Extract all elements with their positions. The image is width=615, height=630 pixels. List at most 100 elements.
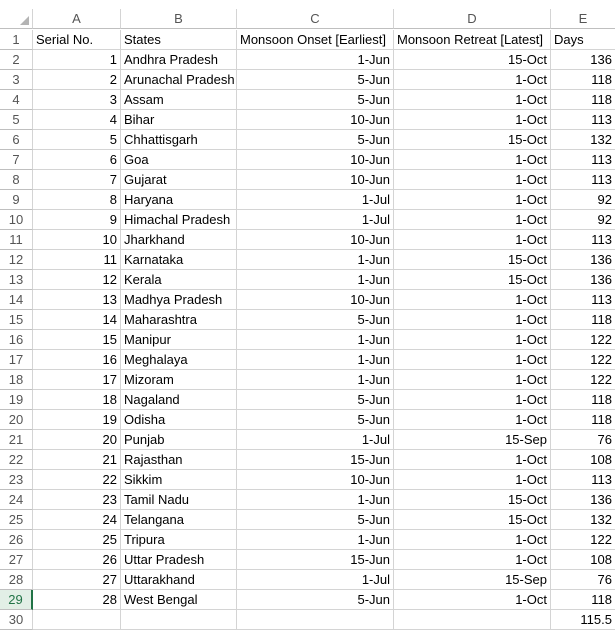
retreat-cell[interactable]: 1-Oct [394,370,551,390]
onset-cell[interactable]: 1-Jun [237,370,394,390]
column-header-a[interactable]: A [33,9,121,29]
onset-cell[interactable]: 1-Jun [237,250,394,270]
onset-cell[interactable]: 1-Jun [237,530,394,550]
onset-cell[interactable]: 10-Jun [237,170,394,190]
state-cell[interactable]: Kerala [121,270,237,290]
state-cell[interactable]: Andhra Pradesh [121,50,237,70]
state-cell[interactable]: Punjab [121,430,237,450]
onset-cell[interactable]: 1-Jun [237,330,394,350]
state-cell[interactable]: Odisha [121,410,237,430]
serial-no-cell[interactable]: 2 [33,70,121,90]
row-header[interactable]: 26 [0,530,33,550]
onset-cell[interactable]: 5-Jun [237,130,394,150]
state-cell[interactable]: Telangana [121,510,237,530]
retreat-cell[interactable]: 1-Oct [394,190,551,210]
onset-cell[interactable]: 1-Jun [237,490,394,510]
state-cell[interactable]: Gujarat [121,170,237,190]
days-cell[interactable]: 136 [551,270,615,290]
row-header[interactable]: 8 [0,170,33,190]
retreat-cell[interactable]: 1-Oct [394,310,551,330]
state-cell[interactable]: Karnataka [121,250,237,270]
row-header[interactable]: 29 [0,590,33,610]
retreat-cell[interactable]: 1-Oct [394,70,551,90]
state-cell[interactable]: Jharkhand [121,230,237,250]
retreat-cell[interactable]: 1-Oct [394,290,551,310]
days-cell[interactable]: 113 [551,110,615,130]
serial-no-cell[interactable]: 24 [33,510,121,530]
onset-cell[interactable]: 1-Jun [237,350,394,370]
header-cell-monsoon-retreat[interactable]: Monsoon Retreat [Latest] [394,30,551,50]
state-cell[interactable]: Assam [121,90,237,110]
retreat-cell[interactable]: 1-Oct [394,230,551,250]
onset-cell[interactable]: 5-Jun [237,410,394,430]
retreat-cell[interactable]: 1-Oct [394,450,551,470]
state-cell[interactable]: Haryana [121,190,237,210]
days-cell[interactable]: 118 [551,70,615,90]
days-cell[interactable]: 118 [551,90,615,110]
days-cell[interactable]: 113 [551,170,615,190]
onset-cell[interactable]: 10-Jun [237,470,394,490]
state-cell[interactable]: Bihar [121,110,237,130]
row-header[interactable]: 12 [0,250,33,270]
row-header[interactable]: 7 [0,150,33,170]
days-cell[interactable]: 92 [551,190,615,210]
days-cell[interactable]: 76 [551,430,615,450]
onset-cell[interactable]: 5-Jun [237,310,394,330]
state-cell[interactable]: Uttarakhand [121,570,237,590]
onset-cell[interactable]: 10-Jun [237,110,394,130]
row-header[interactable]: 4 [0,90,33,110]
row-header[interactable]: 16 [0,330,33,350]
state-cell[interactable] [121,610,237,630]
retreat-cell[interactable]: 1-Oct [394,110,551,130]
onset-cell[interactable]: 1-Jul [237,190,394,210]
onset-cell[interactable]: 5-Jun [237,590,394,610]
retreat-cell[interactable] [394,610,551,630]
row-header[interactable]: 9 [0,190,33,210]
row-header[interactable]: 20 [0,410,33,430]
state-cell[interactable]: Manipur [121,330,237,350]
retreat-cell[interactable]: 1-Oct [394,350,551,370]
retreat-cell[interactable]: 15-Oct [394,250,551,270]
row-header[interactable]: 18 [0,370,33,390]
state-cell[interactable]: Mizoram [121,370,237,390]
row-header[interactable]: 13 [0,270,33,290]
serial-no-cell[interactable]: 9 [33,210,121,230]
retreat-cell[interactable]: 15-Oct [394,490,551,510]
serial-no-cell[interactable]: 14 [33,310,121,330]
row-header[interactable]: 14 [0,290,33,310]
days-cell[interactable]: 113 [551,470,615,490]
serial-no-cell[interactable]: 3 [33,90,121,110]
row-header[interactable]: 19 [0,390,33,410]
serial-no-cell[interactable] [33,610,121,630]
days-cell[interactable]: 118 [551,390,615,410]
select-all-corner[interactable] [0,9,33,29]
onset-cell[interactable]: 1-Jul [237,570,394,590]
serial-no-cell[interactable]: 7 [33,170,121,190]
serial-no-cell[interactable]: 11 [33,250,121,270]
serial-no-cell[interactable]: 13 [33,290,121,310]
onset-cell[interactable]: 5-Jun [237,70,394,90]
retreat-cell[interactable]: 1-Oct [394,150,551,170]
days-cell[interactable]: 76 [551,570,615,590]
state-cell[interactable]: Himachal Pradesh [121,210,237,230]
retreat-cell[interactable]: 1-Oct [394,210,551,230]
serial-no-cell[interactable]: 1 [33,50,121,70]
days-cell[interactable]: 122 [551,350,615,370]
days-cell[interactable]: 92 [551,210,615,230]
state-cell[interactable]: Chhattisgarh [121,130,237,150]
days-cell[interactable]: 118 [551,590,615,610]
days-cell[interactable]: 118 [551,410,615,430]
days-cell[interactable]: 108 [551,550,615,570]
days-cell[interactable]: 122 [551,330,615,350]
state-cell[interactable]: Madhya Pradesh [121,290,237,310]
retreat-cell[interactable]: 1-Oct [394,550,551,570]
days-cell[interactable]: 122 [551,530,615,550]
serial-no-cell[interactable]: 21 [33,450,121,470]
days-cell[interactable]: 122 [551,370,615,390]
retreat-cell[interactable]: 15-Oct [394,510,551,530]
retreat-cell[interactable]: 15-Oct [394,130,551,150]
row-header[interactable]: 22 [0,450,33,470]
serial-no-cell[interactable]: 10 [33,230,121,250]
header-cell-monsoon-onset[interactable]: Monsoon Onset [Earliest] [237,30,394,50]
serial-no-cell[interactable]: 23 [33,490,121,510]
